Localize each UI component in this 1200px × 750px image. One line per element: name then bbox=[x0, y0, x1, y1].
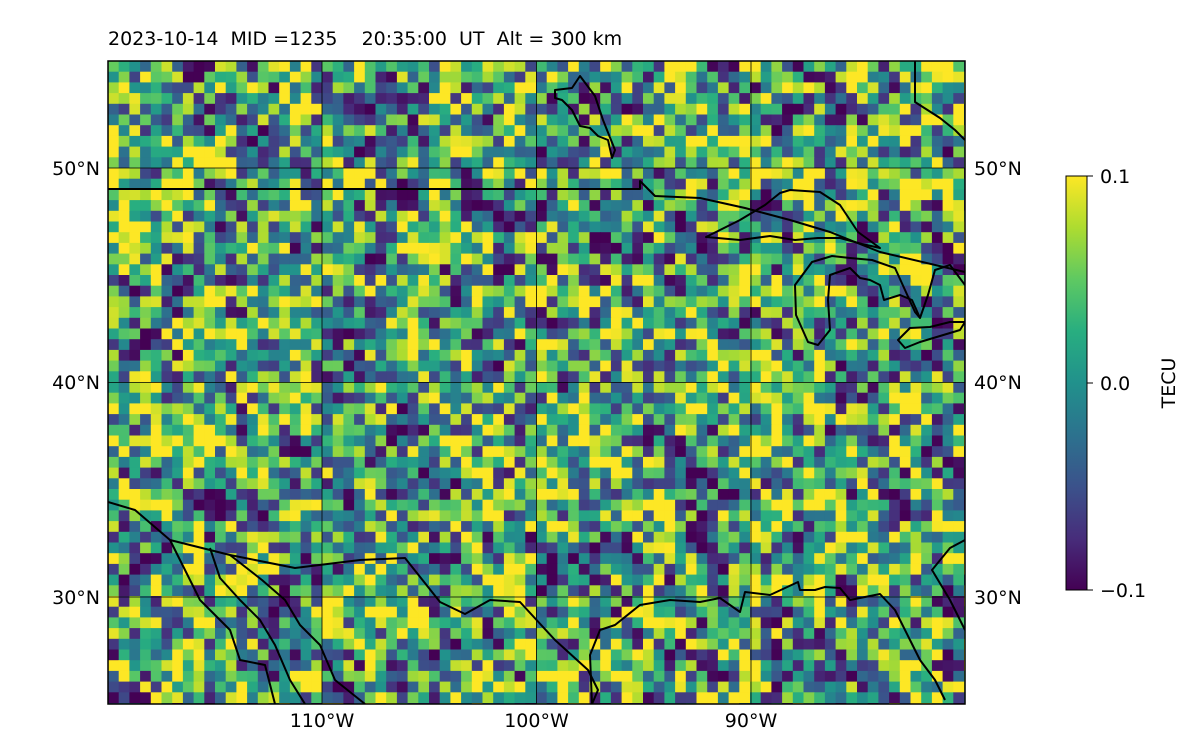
colorbar-label-max: 0.1 bbox=[1100, 166, 1130, 188]
latitude-labels-left: 50°N 40°N 30°N bbox=[52, 158, 100, 609]
great-lakes-michigan bbox=[794, 255, 921, 346]
mexico-west-coast bbox=[229, 554, 366, 704]
coastlines bbox=[108, 61, 965, 704]
lat-label-left-50: 50°N bbox=[52, 158, 100, 180]
colorbar-label-mid: 0.0 bbox=[1100, 373, 1130, 395]
gridlines bbox=[108, 61, 965, 704]
lake-erie-ontario bbox=[897, 321, 965, 349]
colorbar: 0.1 0.0 −0.1 TECU bbox=[1065, 166, 1180, 602]
lat-label-right-50: 50°N bbox=[974, 158, 1022, 180]
lon-label-110: 110°W bbox=[290, 710, 355, 732]
atlantic-coast bbox=[931, 539, 965, 631]
colorbar-title: TECU bbox=[1158, 358, 1180, 410]
tec-heatmap bbox=[108, 61, 965, 704]
baja-california bbox=[169, 539, 276, 704]
lon-label-90: 90°W bbox=[725, 710, 778, 732]
lat-label-left-40: 40°N bbox=[52, 372, 100, 394]
colorbar-label-min: −0.1 bbox=[1100, 580, 1146, 602]
southern-ontario bbox=[919, 264, 965, 319]
colorbar-gradient bbox=[1065, 175, 1088, 591]
us-mexico-border bbox=[108, 501, 599, 704]
longitude-labels: 110°W 100°W 90°W bbox=[290, 710, 778, 732]
latitude-labels-right: 50°N 40°N 30°N bbox=[974, 158, 1022, 609]
lat-label-right-30: 30°N bbox=[974, 587, 1022, 609]
gulf-coast bbox=[589, 581, 946, 704]
lat-label-right-40: 40°N bbox=[974, 372, 1022, 394]
hudson-bay-coast bbox=[554, 75, 616, 159]
map-frame bbox=[107, 60, 966, 705]
lake-superior bbox=[705, 189, 881, 249]
lon-label-100: 100°W bbox=[504, 710, 569, 732]
hudson-bay-east-coast bbox=[914, 61, 965, 141]
map-title: 2023-10-14 MID =1235 20:35:00 UT Alt = 3… bbox=[108, 28, 623, 50]
gulf-of-california bbox=[209, 547, 306, 704]
lat-label-left-30: 30°N bbox=[52, 587, 100, 609]
